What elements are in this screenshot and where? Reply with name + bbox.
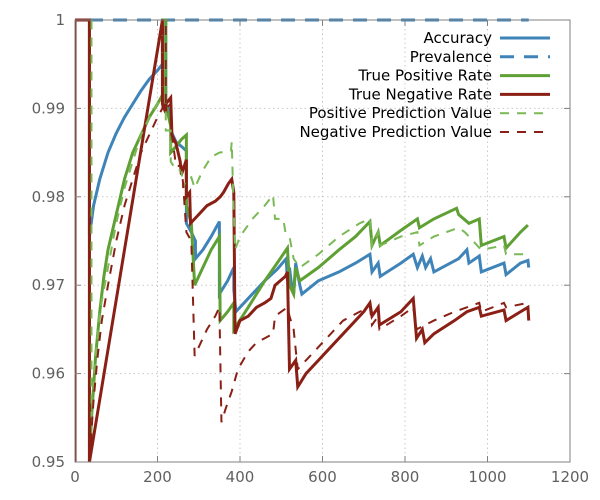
x-tick-label: 400 xyxy=(226,468,255,486)
legend-label: Negative Prediction Value xyxy=(299,123,492,141)
series-line-true-negative-rate xyxy=(75,18,531,463)
legend-label: Prevalence xyxy=(410,48,492,66)
legend-label: Accuracy xyxy=(424,29,493,47)
axis-ticks: 0 200 400 600 800 1000 1200 0.95 0.96 0.97 0.98 0.9… xyxy=(32,11,590,486)
y-tick-label: 0.99 xyxy=(32,99,65,117)
y-tick-label: 0.98 xyxy=(32,188,65,206)
x-tick-label: 1200 xyxy=(551,468,589,486)
grid xyxy=(75,20,570,462)
x-tick-label: 200 xyxy=(143,468,172,486)
y-tick-label: 1 xyxy=(55,11,65,29)
x-tick-label: 800 xyxy=(391,468,420,486)
y-tick-label: 0.97 xyxy=(32,276,65,294)
x-tick-label: 0 xyxy=(70,468,80,486)
series-line-true-positive-rate xyxy=(75,18,529,463)
legend-label: Positive Prediction Value xyxy=(309,104,492,122)
x-tick-label: 1000 xyxy=(468,468,506,486)
y-tick-label: 0.96 xyxy=(32,365,65,383)
x-tick-label: 600 xyxy=(308,468,337,486)
legend-label: True Negative Rate xyxy=(348,85,492,103)
series-line-negative-prediction-value xyxy=(75,19,529,463)
y-tick-label: 0.95 xyxy=(32,453,65,471)
legend-label: True Positive Rate xyxy=(357,67,492,85)
